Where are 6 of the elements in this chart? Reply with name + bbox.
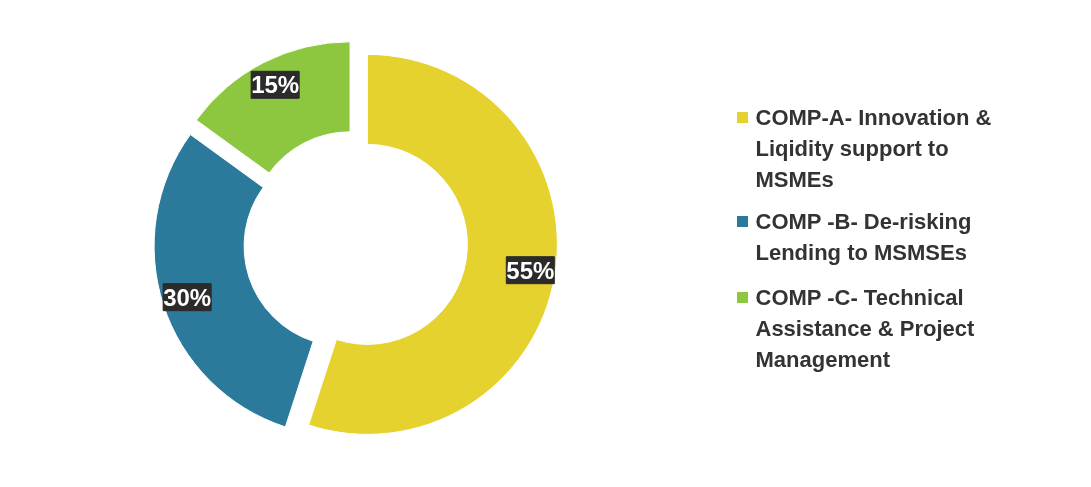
data-label: 15%: [251, 71, 300, 99]
legend-label: COMP -C- Technical Assistance & Project Management: [755, 284, 976, 372]
data-label: 30%: [163, 283, 212, 311]
legend-label: COMP-A- Innovation & Liqidity support to MSMEs: [755, 104, 992, 192]
legend-label: COMP -B- De-risking Lending to MSMSEs: [755, 208, 972, 265]
data-label: 55%: [506, 256, 555, 284]
